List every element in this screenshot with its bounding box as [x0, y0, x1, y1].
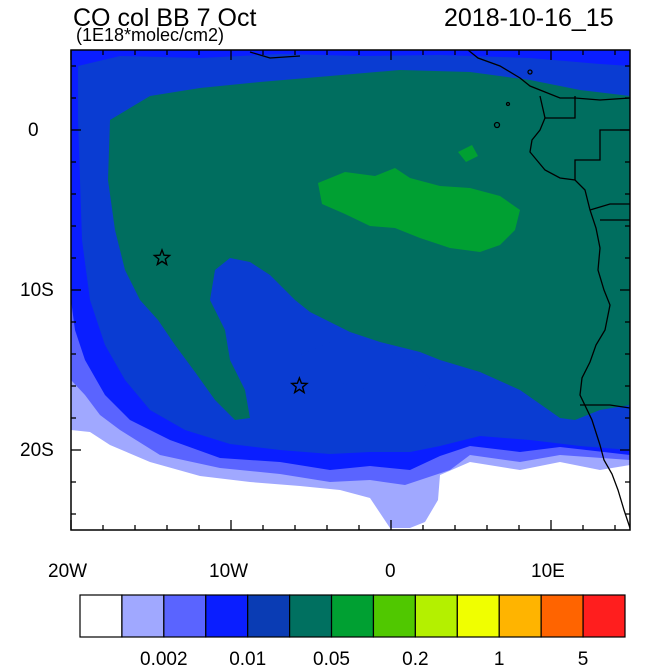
- colorbar-swatch: [456, 594, 500, 638]
- colorbar-swatch: [372, 594, 416, 638]
- colorbar-label: 1: [493, 649, 505, 670]
- colorbar-label: 5: [577, 649, 589, 670]
- colorbar-swatch: [582, 594, 626, 638]
- colorbar-swatch: [247, 594, 291, 638]
- y-tick-label: 0: [28, 120, 39, 141]
- colorbar-label: 0.2: [402, 649, 429, 670]
- units-label: (1E18*molec/cm2): [76, 25, 225, 45]
- colorbar-swatch: [289, 594, 333, 638]
- colorbar-swatch: [414, 594, 458, 638]
- colorbar-swatch: [540, 594, 584, 638]
- colorbar-swatch: [205, 594, 249, 638]
- map-title: CO col BB 7 Oct: [73, 4, 257, 32]
- timestamp-label: 2018-10-16_15: [444, 4, 614, 32]
- star-marker: [152, 248, 172, 267]
- x-tick-label: 10W: [209, 561, 249, 582]
- x-tick-label: 10E: [531, 561, 565, 582]
- axis-ticks: [70, 50, 630, 530]
- colorbar-label: 0.002: [140, 649, 188, 670]
- colorbar-swatch: [79, 594, 123, 638]
- map-field: [71, 50, 630, 530]
- y-tick-label: 10S: [20, 280, 54, 301]
- colorbar: [79, 594, 626, 638]
- colorbar-label: 0.01: [229, 649, 267, 670]
- colorbar-swatch: [121, 594, 165, 638]
- field-level-6: [318, 168, 520, 252]
- field-level-5: [108, 70, 630, 420]
- colorbar-swatch: [163, 594, 207, 638]
- star-marker: [289, 376, 309, 395]
- colorbar-label: 0.05: [313, 649, 350, 670]
- colorbar-swatch: [498, 594, 542, 638]
- marker-layer: [152, 248, 309, 395]
- y-tick-label: 20S: [20, 440, 54, 461]
- x-tick-label: 20W: [48, 561, 88, 582]
- coastline: [249, 50, 630, 529]
- x-tick-label: 0: [385, 561, 396, 582]
- colorbar-swatch: [330, 594, 375, 638]
